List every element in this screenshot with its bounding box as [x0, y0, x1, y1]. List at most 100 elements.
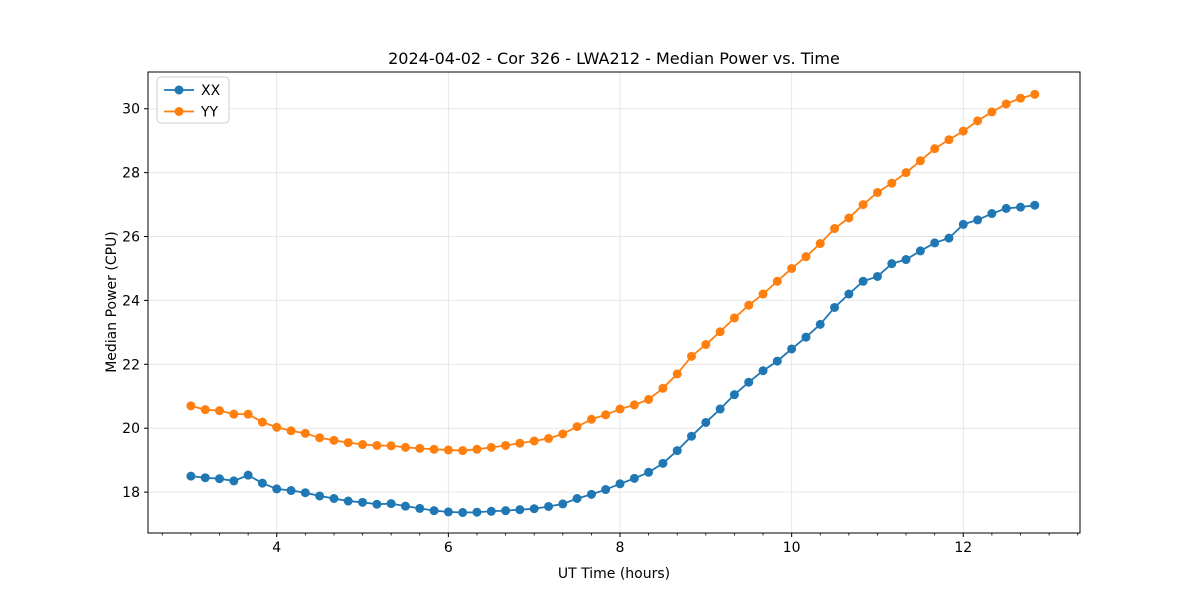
series-xx-marker — [987, 209, 997, 219]
series-yy-marker — [930, 144, 940, 154]
series-yy-marker — [629, 400, 639, 410]
series-xx-marker — [300, 488, 310, 498]
series-yy-marker — [973, 116, 983, 126]
series-xx-marker — [844, 289, 854, 299]
series-yy-marker — [343, 438, 353, 448]
y-tick-label: 30 — [122, 102, 140, 118]
series-yy-marker — [300, 428, 310, 438]
x-tick-label: 8 — [616, 540, 625, 556]
series-xx-marker — [214, 474, 224, 484]
series-xx-marker — [443, 507, 453, 517]
legend-marker — [174, 107, 184, 116]
series-xx-marker — [1030, 200, 1040, 210]
series-yy-marker — [1030, 89, 1040, 99]
series-yy-marker — [572, 422, 582, 432]
series-xx-marker — [415, 503, 425, 513]
series-yy-marker — [415, 443, 425, 453]
series-xx-marker — [272, 484, 282, 494]
series-yy-marker — [858, 200, 868, 210]
series-yy-marker — [472, 444, 482, 454]
series-yy-marker — [915, 156, 925, 166]
series-yy-marker — [186, 401, 196, 411]
series-xx-marker — [715, 404, 725, 414]
legend: XX YY — [156, 76, 230, 124]
series-xx-marker — [186, 471, 196, 481]
series-yy-marker — [372, 440, 382, 450]
series-xx-marker — [429, 506, 439, 516]
series-yy-marker — [887, 178, 897, 188]
series-yy-marker — [1016, 93, 1026, 103]
series-yy-marker — [901, 168, 911, 178]
series-xx-marker — [343, 496, 353, 506]
series-yy-marker — [358, 440, 368, 450]
series-xx-marker — [458, 508, 468, 518]
series-xx-marker — [973, 215, 983, 225]
y-tick-label: 28 — [122, 166, 140, 182]
series-yy-marker — [429, 444, 439, 454]
series-xx-marker — [815, 319, 825, 329]
series-xx-marker — [887, 259, 897, 269]
gridlines — [148, 72, 1080, 533]
series-yy-marker — [400, 442, 410, 452]
series-xx-marker — [830, 302, 840, 312]
series-yy-marker — [558, 429, 568, 439]
series-yy-marker — [458, 446, 468, 456]
y-tick-label: 24 — [122, 293, 140, 309]
series-yy-marker — [200, 405, 210, 415]
series-yy-marker — [544, 433, 554, 443]
series-xx-marker — [243, 470, 253, 480]
series-xx-marker — [544, 501, 554, 511]
series-yy-marker — [758, 289, 768, 299]
series-xx-marker — [758, 366, 768, 376]
series-yy-marker — [315, 433, 325, 443]
series-yy-marker — [729, 313, 739, 323]
series-yy-marker — [486, 442, 496, 452]
x-axis: 4 6 8 10 12 — [161, 533, 1079, 556]
legend-marker — [174, 85, 184, 95]
series-xx-marker — [586, 489, 596, 499]
legend-label: XX — [201, 83, 221, 99]
series-yy-marker — [672, 369, 682, 379]
series-xx-marker — [687, 431, 696, 441]
series-xx-marker — [615, 479, 625, 489]
series-xx-marker — [701, 417, 711, 427]
series-yy-marker — [501, 440, 511, 450]
series-xx-marker — [529, 504, 539, 514]
series-xx-marker — [486, 506, 496, 516]
series-yy-marker — [214, 406, 224, 416]
series-xx-marker — [472, 507, 482, 517]
series-xx-marker — [672, 446, 682, 456]
series-xx-marker — [286, 486, 296, 496]
series-xx-marker — [200, 473, 210, 483]
series-yy-marker — [658, 383, 668, 393]
series-yy-marker — [744, 300, 754, 310]
series-xx-marker — [558, 499, 568, 509]
series-yy-marker — [958, 126, 968, 136]
series-yy-marker — [257, 417, 267, 427]
series-yy-marker — [329, 435, 339, 445]
series-yy-marker — [286, 426, 296, 436]
series-xx-marker — [515, 505, 525, 515]
series-xx — [186, 200, 1040, 518]
x-tick-label: 10 — [783, 540, 801, 556]
axes-spines — [147, 71, 1081, 534]
y-tick-label: 20 — [122, 421, 140, 437]
x-tick-label: 6 — [444, 540, 453, 556]
series-xx-marker — [944, 233, 954, 243]
series-xx-marker — [744, 377, 754, 387]
series-xx-marker — [872, 271, 882, 281]
series-yy-marker — [243, 409, 253, 419]
series-yy-marker — [1001, 99, 1011, 109]
series-xx-marker — [858, 276, 868, 286]
series-yy-marker — [529, 436, 539, 446]
series-yy-marker — [601, 410, 611, 420]
series-xx-marker — [329, 494, 339, 503]
series-xx-marker — [1016, 202, 1026, 212]
chart-title: 2024-04-02 - Cor 326 - LWA212 - Median P… — [388, 49, 840, 68]
series-yy-marker — [830, 224, 840, 234]
series-xx-marker — [901, 255, 911, 265]
series-xx-marker — [257, 478, 267, 488]
series-xx-marker — [372, 499, 382, 509]
y-tick-label: 22 — [122, 357, 140, 373]
